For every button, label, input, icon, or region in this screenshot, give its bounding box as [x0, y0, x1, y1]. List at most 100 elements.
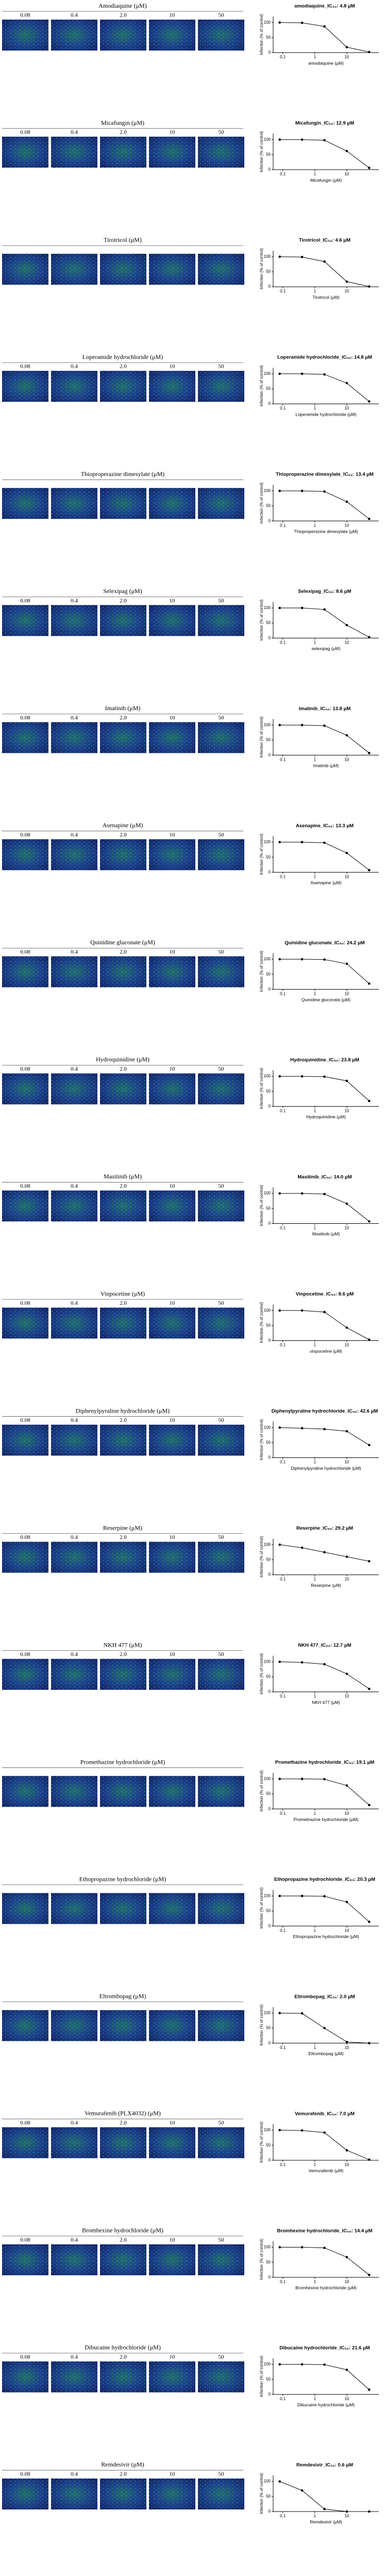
micrograph-cells [149, 956, 195, 988]
micrograph-cells [2, 254, 48, 285]
y-tick-label: 0 [269, 752, 271, 757]
data-point [323, 958, 326, 961]
y-tick-label: 50 [266, 269, 271, 274]
x-tick-label: 0.1 [280, 289, 286, 293]
y-tick-label: 100 [264, 1074, 271, 1078]
y-tick-label: 0 [269, 284, 271, 289]
y-axis-label: Infection (% of control) [259, 2356, 264, 2397]
y-axis-label: Infection (% of control) [259, 1887, 264, 1928]
y-tick-label: 50 [266, 1675, 271, 1679]
data-point [323, 2027, 326, 2029]
micrograph-cells [51, 2361, 97, 2392]
micrograph-cells [198, 488, 244, 519]
concentration-label: 2.0 [120, 715, 127, 721]
data-point [278, 1543, 281, 1546]
micrograph-cells [198, 2244, 244, 2275]
y-axis-label: Infection (% of control) [259, 482, 264, 523]
y-tick-label: 100 [264, 1191, 271, 1195]
data-point [278, 958, 281, 961]
concentration-label: 10 [170, 832, 176, 838]
micrograph-cells [100, 722, 146, 753]
data-point [300, 1309, 304, 1312]
data-point [323, 1778, 326, 1781]
micrograph-cells [198, 1424, 244, 1456]
y-axis-label: Infection (% of control) [259, 716, 264, 758]
micrograph-cells [198, 1307, 244, 1339]
concentration-label: 10 [170, 598, 176, 604]
x-tick-label: 1 [314, 1694, 316, 1699]
x-tick-label: 0.1 [280, 1460, 286, 1465]
y-axis-label: Infection (% of control) [259, 1536, 264, 1577]
micrograph-cells [198, 137, 244, 168]
micrograph-cells [149, 254, 195, 285]
data-point [300, 489, 304, 493]
concentration-label: 2.0 [120, 2354, 127, 2360]
y-axis-label: Infection (% of control) [259, 2473, 264, 2514]
data-point [323, 1075, 326, 1078]
micrograph-cells [2, 956, 48, 988]
micrograph-cells [198, 2478, 244, 2509]
concentration-label: 0.08 [20, 1534, 30, 1540]
y-tick-label: 50 [266, 1909, 271, 1913]
x-tick-label: 1 [314, 991, 316, 996]
data-point [278, 1426, 281, 1429]
x-tick-label: 10 [344, 1343, 349, 1348]
x-tick-label: 1 [314, 2514, 316, 2518]
y-tick-label: 50 [266, 1557, 271, 1562]
data-point [368, 1560, 371, 1563]
panel: Amodiaquine (μM)0.08 0.4 2.0 10 50amodiaquin… [2, 2, 379, 65]
y-tick-label: 100 [264, 2011, 271, 2015]
concentration-label: 0.4 [71, 598, 78, 604]
micrograph-cells [100, 2010, 146, 2041]
panel: Vinpocetine (μM)0.08 0.4 2.0 10 50Vinpocetin… [2, 1290, 379, 1354]
chart-title: Hydroquinidine_IC₅₀: 23.8 μM [290, 1057, 359, 1063]
y-tick-label: 0 [269, 2509, 271, 2514]
y-axis-label: Infection (% of control) [259, 2004, 264, 2045]
data-point [278, 1192, 281, 1195]
concentration-label: 10 [170, 364, 176, 370]
micrograph-cells [2, 605, 48, 636]
y-tick-label: 100 [264, 254, 271, 259]
x-tick-label: 0.1 [280, 55, 286, 59]
micrograph-cells [100, 254, 146, 285]
y-tick-label: 0 [269, 635, 271, 640]
concentration-label: 0.4 [71, 129, 78, 136]
data-point [368, 51, 371, 54]
micrograph-cells [149, 1893, 195, 1924]
panel: Ethopropazine hydrochloride (μM) Ethoprop… [2, 1875, 379, 1939]
data-point [278, 1075, 281, 1078]
concentration-label: 50 [219, 598, 225, 604]
data-point [368, 517, 371, 520]
micrograph-cells [51, 488, 97, 519]
data-point [345, 1672, 348, 1675]
data-point [300, 724, 304, 727]
micrograph-cells [51, 1893, 97, 1924]
concentration-label: 10 [170, 1183, 176, 1189]
data-point [300, 2489, 304, 2492]
y-tick-label: 100 [264, 1425, 271, 1430]
micrograph-cells [198, 605, 244, 636]
y-tick-label: 50 [266, 2377, 271, 2382]
response-curve [279, 1895, 370, 1922]
micrograph-cells [51, 20, 97, 51]
concentration-label: 0.08 [20, 1300, 30, 1306]
concentration-label: 0.08 [20, 2237, 30, 2243]
data-point [345, 962, 348, 965]
data-point [300, 841, 304, 844]
micrograph-cells [51, 605, 97, 636]
micrograph-cells [198, 839, 244, 871]
x-axis-label: Bromhexine hydrochloride (μM) [295, 2285, 357, 2290]
micrograph-cells [51, 1190, 97, 1222]
concentration-label: 0.4 [71, 1534, 78, 1540]
concentration-label: 0.4 [71, 2471, 78, 2477]
y-axis-label: Infection (% of control) [259, 2239, 264, 2280]
data-point [278, 2480, 281, 2483]
data-point [300, 2129, 304, 2132]
concentration-label: 0.4 [71, 1651, 78, 1658]
data-point [300, 21, 304, 24]
concentration-label: 2.0 [120, 1417, 127, 1423]
x-tick-label: 0.1 [280, 523, 286, 528]
data-point [368, 636, 371, 638]
x-tick-label: 10 [344, 991, 349, 996]
data-point [368, 1443, 371, 1447]
